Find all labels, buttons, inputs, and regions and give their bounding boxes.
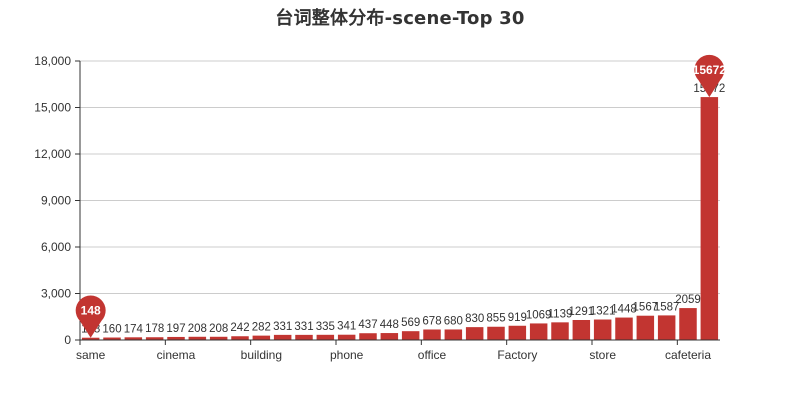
bar[interactable] xyxy=(252,335,271,340)
data-label: 448 xyxy=(380,319,399,331)
bar[interactable] xyxy=(572,319,591,340)
data-label: 208 xyxy=(188,323,207,335)
y-tick-label: 0 xyxy=(64,333,71,347)
bar[interactable] xyxy=(103,337,121,340)
bar[interactable] xyxy=(465,327,484,340)
bar[interactable] xyxy=(444,329,463,340)
max-marker-pin xyxy=(694,54,725,98)
x-tick-label: office xyxy=(418,348,447,362)
bar[interactable] xyxy=(679,308,697,340)
data-label: 160 xyxy=(102,324,121,336)
bar[interactable] xyxy=(81,337,100,340)
bar[interactable] xyxy=(188,336,207,340)
y-tick-label: 6,000 xyxy=(41,240,71,254)
bar[interactable] xyxy=(529,323,548,340)
bar[interactable] xyxy=(231,336,249,340)
data-label: 331 xyxy=(294,321,313,333)
y-tick-label: 12,000 xyxy=(34,147,71,161)
data-label: 569 xyxy=(401,317,420,329)
data-label: 178 xyxy=(145,323,164,335)
data-label: 341 xyxy=(337,321,356,333)
data-label: 208 xyxy=(209,323,228,335)
bar[interactable] xyxy=(145,337,164,340)
x-tick-label: same xyxy=(76,348,106,362)
bar[interactable] xyxy=(401,331,420,340)
data-label: 1139 xyxy=(548,308,573,320)
data-label: 1321 xyxy=(590,306,616,318)
data-label: 919 xyxy=(508,312,527,324)
data-label: 1567 xyxy=(633,302,659,314)
data-label: 1069 xyxy=(526,309,552,321)
bar[interactable] xyxy=(657,315,676,340)
bar[interactable] xyxy=(636,315,655,340)
min-marker-pin xyxy=(75,295,106,338)
data-label: 331 xyxy=(273,321,292,333)
bar[interactable] xyxy=(615,317,633,340)
data-label: 2059 xyxy=(675,294,701,306)
y-tick-label: 18,000 xyxy=(34,54,71,68)
bar[interactable] xyxy=(124,337,143,340)
bar[interactable] xyxy=(209,336,228,340)
data-label: 1448 xyxy=(611,304,637,316)
bar[interactable] xyxy=(273,334,292,340)
data-label: 282 xyxy=(252,322,271,334)
x-tick-label: cinema xyxy=(157,348,196,362)
data-label: 197 xyxy=(166,323,185,335)
bar[interactable] xyxy=(380,333,399,340)
data-label: 1291 xyxy=(569,306,595,318)
data-label: 174 xyxy=(124,323,144,335)
chart-title: 台词整体分布-scene-Top 30 xyxy=(275,8,525,29)
data-label: 830 xyxy=(465,313,484,325)
y-tick-label: 15,000 xyxy=(34,101,71,115)
bar[interactable] xyxy=(167,336,185,340)
x-tick-label: store xyxy=(589,348,616,362)
bar[interactable] xyxy=(508,325,527,340)
bar[interactable] xyxy=(423,329,441,340)
data-label: 680 xyxy=(444,315,463,327)
data-label: 242 xyxy=(230,322,249,334)
x-tick-label: Factory xyxy=(497,348,537,362)
bar[interactable] xyxy=(295,334,313,340)
data-label: 678 xyxy=(422,315,441,327)
data-label: 855 xyxy=(486,313,505,325)
data-label: 1587 xyxy=(654,301,680,313)
bar[interactable] xyxy=(316,334,335,340)
bar[interactable] xyxy=(337,334,356,340)
bar[interactable] xyxy=(700,97,719,340)
x-tick-label: cafeteria xyxy=(665,348,711,362)
data-label: 335 xyxy=(316,321,335,333)
x-tick-label: building xyxy=(241,348,282,362)
bar[interactable] xyxy=(593,319,612,340)
bar[interactable] xyxy=(487,326,505,340)
y-tick-label: 9,000 xyxy=(41,194,71,208)
x-tick-label: phone xyxy=(330,348,364,362)
y-tick-label: 3,000 xyxy=(41,287,71,301)
min-marker-label: 148 xyxy=(81,304,101,318)
bar[interactable] xyxy=(551,322,569,340)
data-label: 437 xyxy=(358,319,377,331)
bar[interactable] xyxy=(359,333,377,340)
max-marker-label: 15672 xyxy=(693,63,727,77)
